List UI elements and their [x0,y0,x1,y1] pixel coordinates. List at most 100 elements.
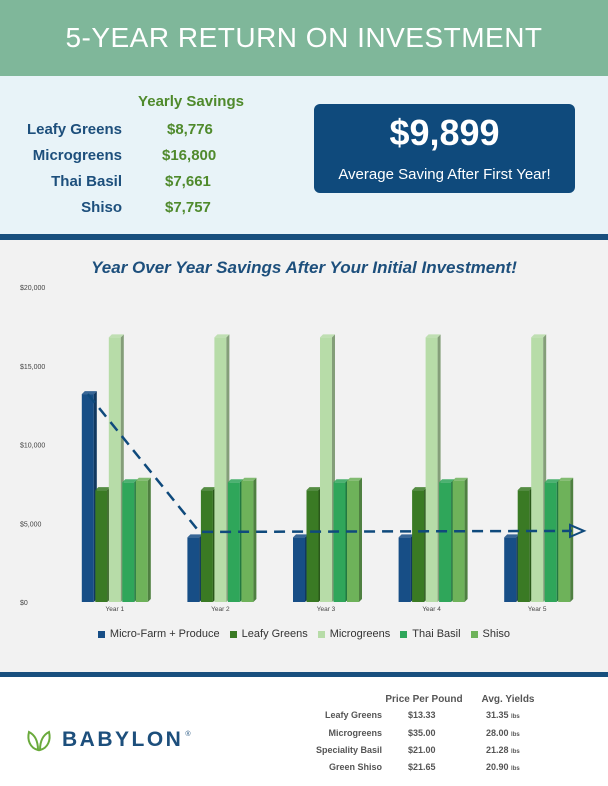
bar-top [241,477,257,481]
crop-name: Green Shiso [328,762,382,772]
bar-top [347,477,362,481]
bar [293,537,305,602]
bar [439,482,452,602]
bar-top [333,479,349,483]
average-saving-value: $9,899 [389,112,500,153]
crop-name: Speciality Basil [315,745,382,755]
yield-header: Avg. Yields [481,694,535,705]
y-tick-label: $5,000 [20,521,42,528]
bar-top [531,334,547,338]
legend-label: Micro-Farm + Produce [109,628,220,640]
savings-section: Yearly Savings Leafy Greens $8,776 Micro… [0,76,608,234]
bar-top [135,477,151,481]
footer: BABYLON ® Price Per Pound Avg. Yields Le… [0,677,608,786]
bar-top [293,534,308,538]
bar-top [200,487,216,491]
legend-swatch [317,630,325,638]
bar-top [108,334,124,338]
savings-label: Thai Basil [51,173,122,190]
yield-value: 20.90 lbs [486,762,520,772]
table-row: Speciality Basil $21.00 21.28 lbs [300,745,540,761]
yield-value: 31.35 lbs [486,710,520,720]
legend-item: Leafy Greens [229,628,308,640]
chart-legend: Micro-Farm + Produce Leafy Greens Microgre… [0,628,608,640]
bar [320,337,332,602]
bar [214,337,227,602]
babylon-logo: BABYLON ® [26,727,191,753]
bar-top [81,391,97,395]
legend-swatch [400,630,408,638]
legend-swatch [470,630,478,638]
average-saving-box: $9,899 Average Saving After First Year! [314,104,575,193]
bar [241,480,254,602]
legend-label: Leafy Greens [241,628,308,640]
x-tick-label: Year 1 [106,606,125,613]
savings-label: Microgreens [32,147,122,164]
bar-side [147,477,151,602]
savings-value: $7,757 [165,199,211,216]
bar [108,337,121,602]
bar [452,480,465,602]
x-tick-label: Year 2 [211,606,230,613]
bar-top [544,479,560,483]
legend-label: Thai Basil [412,628,461,640]
savings-label: Shiso [81,199,122,216]
table-row: Leafy Greens $13.33 31.35 lbs [300,710,540,726]
brand-name: BABYLON [62,728,184,751]
bar-top [425,334,441,338]
bar [558,480,571,602]
y-tick-label: $10,000 [20,443,45,450]
crop-name: Microgreens [328,728,382,738]
bar-top [439,479,455,483]
savings-value: $7,661 [165,173,211,190]
bar [544,482,557,602]
savings-label: Leafy Greens [26,121,122,138]
bar-side [464,477,468,602]
bar [95,490,108,602]
leaf-icon [27,730,51,752]
savings-value: $16,800 [162,147,217,164]
bar-top [95,487,111,491]
table-row: Microgreens $35.00 28.00 lbs [300,728,540,744]
y-tick-label: $20,000 [20,285,45,292]
savings-row: Shiso $7,757 [0,199,260,223]
legend-label: Microgreens [329,628,391,640]
chart-title: Year Over Year Savings After Your Initia… [91,258,517,277]
page-header: 5-YEAR RETURN ON INVESTMENT [0,0,608,76]
bar [333,482,346,602]
bar-top [187,534,203,538]
bar [504,537,517,602]
bar [187,537,200,602]
bar [517,490,530,602]
bar [122,482,135,602]
price-value: $21.00 [408,745,436,755]
bar-top [320,334,335,338]
legend-label: Shiso [482,628,511,640]
bar [135,480,148,602]
price-header: Price Per Pound [385,694,463,705]
bar-side [253,477,257,602]
x-tick-label: Year 3 [317,606,336,613]
bar [425,337,438,602]
savings-value: $8,776 [167,121,213,138]
y-tick-label: $0 [20,600,28,607]
bar [398,537,411,602]
price-value: $35.00 [408,728,436,738]
average-saving-caption: Average Saving After First Year! [338,166,551,183]
bar-top [214,334,230,338]
bar [200,490,213,602]
bar [531,337,544,602]
legend-item: Micro-Farm + Produce [97,628,220,640]
legend-item: Microgreens [317,628,391,640]
bar-top [306,487,322,491]
savings-row: Leafy Greens $8,776 [0,121,260,145]
chart-section: Year Over Year Savings After Your Initia… [0,240,608,672]
bar-top [122,479,138,483]
bar [412,490,425,602]
yield-value: 21.28 lbs [486,745,520,755]
savings-row: Microgreens $16,800 [0,147,260,171]
bar-top [517,487,533,491]
divider [0,672,608,677]
savings-chart: $0 $5,000 $10,000 $15,000 $20,000 Year 1 Year … [20,285,587,613]
legend-item: Thai Basil [400,628,461,640]
